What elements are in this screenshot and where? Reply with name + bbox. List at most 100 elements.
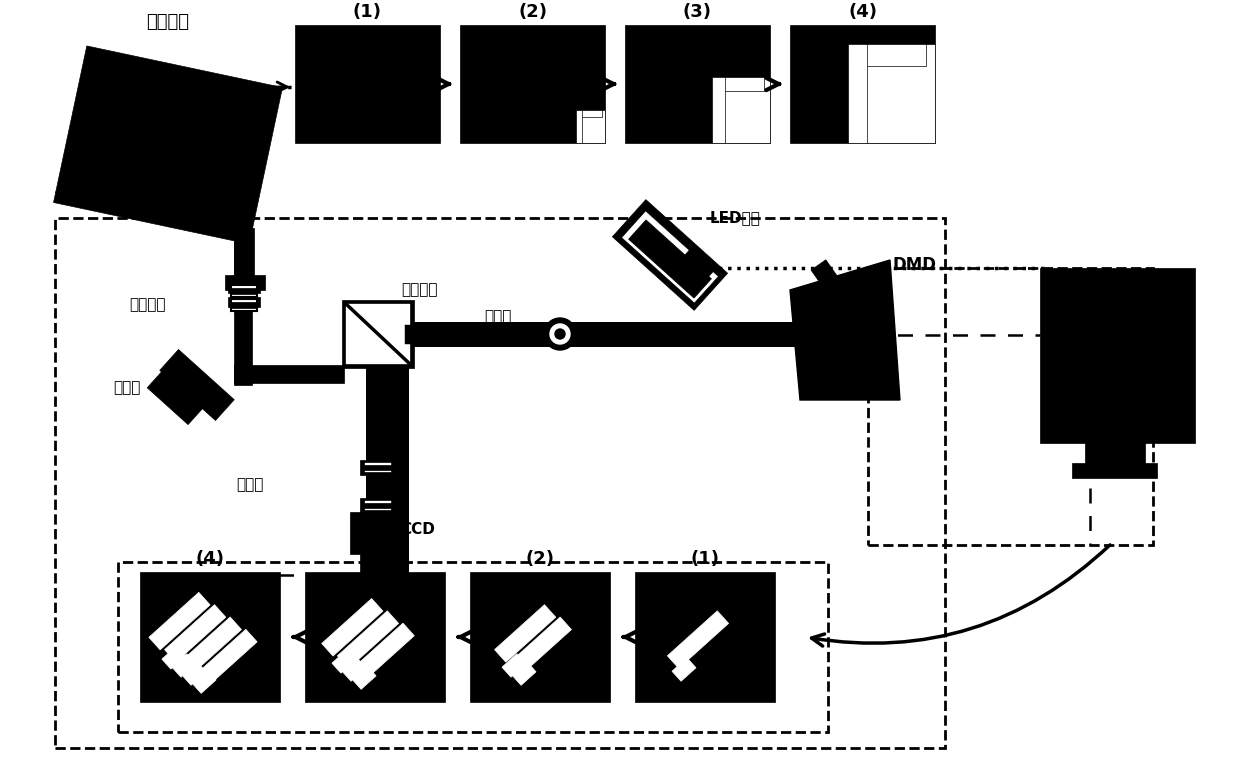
Bar	[234, 228, 254, 280]
Polygon shape	[352, 665, 376, 689]
Bar	[790, 25, 935, 143]
Polygon shape	[667, 611, 729, 669]
Bar	[365, 462, 392, 473]
Polygon shape	[337, 611, 398, 669]
Polygon shape	[166, 66, 264, 105]
Bar	[868, 268, 1153, 545]
Text: (3): (3)	[683, 3, 712, 21]
Bar	[345, 303, 410, 365]
Polygon shape	[672, 658, 696, 681]
Bar	[231, 285, 257, 297]
Bar	[350, 512, 405, 554]
Polygon shape	[495, 604, 556, 662]
Bar	[234, 225, 252, 283]
Text: 反射镖: 反射镖	[113, 381, 140, 395]
Polygon shape	[192, 670, 216, 693]
Bar	[55, 218, 945, 748]
Bar	[368, 576, 388, 591]
Bar	[712, 77, 724, 143]
Bar	[228, 297, 260, 307]
Text: (4): (4)	[848, 3, 877, 21]
Polygon shape	[180, 617, 242, 675]
Text: X: X	[303, 74, 316, 92]
Polygon shape	[148, 371, 203, 425]
Bar	[360, 460, 396, 475]
Polygon shape	[790, 260, 900, 400]
Text: Y: Y	[100, 191, 114, 209]
Bar	[848, 44, 926, 66]
Bar	[577, 110, 603, 117]
Text: 投影物镖: 投影物镖	[130, 297, 166, 313]
Polygon shape	[613, 200, 728, 310]
Bar	[635, 572, 775, 702]
Text: 压电平台: 压电平台	[146, 13, 190, 31]
Circle shape	[551, 324, 570, 344]
Polygon shape	[502, 654, 526, 677]
Bar	[360, 498, 396, 513]
Polygon shape	[512, 662, 536, 686]
Bar	[234, 309, 252, 369]
Bar	[365, 503, 392, 508]
Text: CCD: CCD	[401, 523, 435, 537]
Bar	[1073, 463, 1157, 478]
Bar	[370, 460, 387, 500]
Text: (1): (1)	[353, 3, 382, 21]
Bar	[365, 500, 392, 511]
Bar	[365, 465, 392, 470]
Bar	[360, 554, 396, 576]
Polygon shape	[182, 662, 206, 686]
Bar	[234, 365, 252, 385]
Text: LED光源: LED光源	[709, 211, 760, 225]
Text: (3): (3)	[361, 550, 389, 568]
Polygon shape	[53, 46, 283, 244]
Polygon shape	[196, 629, 257, 687]
Text: 分光棱镖: 分光棱镖	[402, 283, 438, 297]
Bar	[295, 25, 440, 143]
Bar	[118, 562, 828, 732]
Bar	[577, 110, 583, 143]
Bar	[1085, 440, 1145, 465]
Polygon shape	[160, 350, 234, 421]
Bar	[231, 288, 257, 294]
Polygon shape	[621, 211, 718, 303]
Bar	[234, 365, 343, 383]
Text: 管透镖: 管透镖	[485, 310, 512, 324]
Bar	[231, 302, 257, 308]
Bar	[140, 572, 280, 702]
Bar	[712, 77, 770, 143]
Bar	[470, 572, 610, 702]
Bar	[577, 110, 605, 143]
Polygon shape	[149, 592, 210, 650]
Polygon shape	[162, 645, 186, 669]
Polygon shape	[629, 220, 712, 298]
Bar	[848, 44, 935, 143]
Polygon shape	[353, 623, 414, 681]
Bar	[712, 77, 764, 91]
Bar	[224, 275, 265, 290]
Bar	[342, 300, 414, 368]
Polygon shape	[172, 654, 196, 677]
Polygon shape	[165, 604, 226, 662]
Bar	[228, 283, 260, 293]
Polygon shape	[668, 245, 718, 295]
Polygon shape	[342, 658, 366, 681]
Polygon shape	[811, 260, 889, 361]
Text: 管透镖: 管透镖	[237, 478, 264, 493]
Text: (1): (1)	[691, 550, 719, 568]
Bar	[370, 475, 387, 500]
Polygon shape	[321, 598, 383, 656]
Bar	[305, 572, 445, 702]
Bar	[848, 44, 867, 143]
Bar	[460, 25, 605, 143]
Text: (2): (2)	[526, 550, 554, 568]
Bar	[231, 299, 257, 311]
Circle shape	[556, 329, 565, 339]
Circle shape	[544, 318, 577, 350]
Text: (4): (4)	[196, 550, 224, 568]
Polygon shape	[510, 617, 572, 675]
Text: DMD: DMD	[892, 256, 936, 274]
Polygon shape	[332, 650, 356, 673]
Bar	[1040, 268, 1195, 443]
Bar	[625, 25, 770, 143]
Text: (2): (2)	[518, 3, 547, 21]
